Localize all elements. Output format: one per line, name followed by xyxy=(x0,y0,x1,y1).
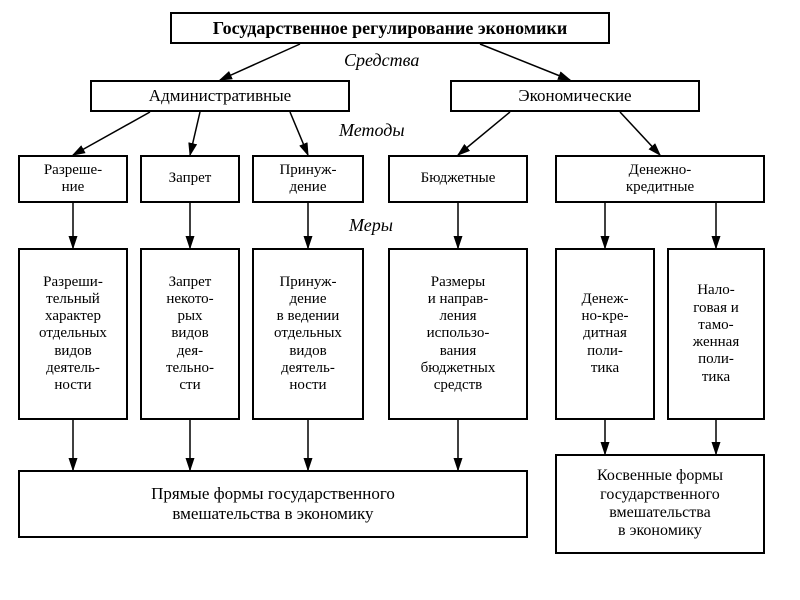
node-money: Денежно- кредитные xyxy=(555,155,765,203)
label-methods: Методы xyxy=(335,120,409,141)
node-m4: Размеры и направ- ления исполь­зо- вания… xyxy=(388,248,528,420)
node-indirect: Косвенные формы государственного вмешате… xyxy=(555,454,765,554)
label-measures: Меры xyxy=(345,215,397,236)
node-m5: Денеж- но-кре- дитная поли- тика xyxy=(555,248,655,420)
node-m2: Запрет некото- рых видов дея- тельно- ст… xyxy=(140,248,240,420)
node-direct: Прямые формы государственного вмешательс… xyxy=(18,470,528,538)
node-m3: Принуж- дение в ведении отдельных видов … xyxy=(252,248,364,420)
node-perm: Разреше- ние xyxy=(18,155,128,203)
node-root: Государственное регулирование экономики xyxy=(170,12,610,44)
node-budget: Бюджетные xyxy=(388,155,528,203)
node-admin: Административные xyxy=(90,80,350,112)
label-means: Средства xyxy=(340,50,423,71)
node-econ: Экономические xyxy=(450,80,700,112)
node-m1: Разреши- тельный характер отдельных видо… xyxy=(18,248,128,420)
node-force: Принуж- дение xyxy=(252,155,364,203)
node-m6: Нало- говая и тамо- женная поли- тика xyxy=(667,248,765,420)
node-ban: Запрет xyxy=(140,155,240,203)
